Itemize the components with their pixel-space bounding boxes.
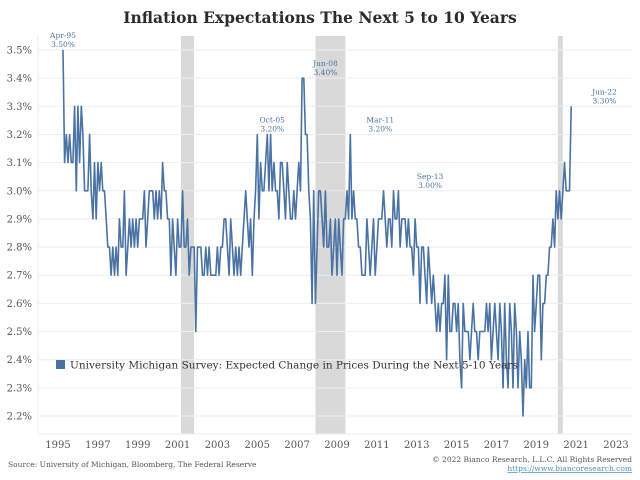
annotation-value: 3.40% bbox=[314, 68, 338, 77]
annotation-date: Jun-22 bbox=[591, 87, 617, 96]
x-tick-label: 2013 bbox=[404, 440, 429, 451]
annotation-value: 3.20% bbox=[260, 124, 284, 133]
x-tick-label: 2021 bbox=[563, 440, 588, 451]
legend-label: University Michigan Survey: Expected Cha… bbox=[70, 360, 518, 372]
x-tick-label: 2003 bbox=[205, 440, 230, 451]
y-tick-label: 2.2% bbox=[7, 412, 32, 423]
x-tick-label: 2001 bbox=[165, 440, 190, 451]
x-tick-label: 2015 bbox=[444, 440, 469, 451]
x-tick-label: 2009 bbox=[324, 440, 349, 451]
annotations: Apr-953.50%Oct-053.20%Jun-083.40%Mar-113… bbox=[49, 31, 617, 190]
annotation-value: 3.30% bbox=[593, 96, 617, 105]
y-tick-label: 3.0% bbox=[7, 186, 32, 197]
y-axis: 2.2% 2.3% 2.4% 2.5% 2.6% 2.7% 2.8% 2.9% 3.0% 3.1%… bbox=[7, 46, 32, 423]
annotation-date: Jun-08 bbox=[312, 59, 338, 68]
annotation-value: 3.00% bbox=[418, 181, 442, 190]
y-tick-label: 3.3% bbox=[7, 102, 32, 113]
website-link[interactable]: https://www.biancoresearch.com bbox=[507, 464, 632, 473]
series-lines bbox=[62, 49, 572, 417]
annotation-date: Oct-05 bbox=[260, 115, 286, 124]
source-note: Source: University of Michigan, Bloomber… bbox=[8, 460, 257, 469]
recession-band bbox=[557, 36, 563, 434]
x-tick-label: 1997 bbox=[85, 440, 110, 451]
series-line bbox=[62, 49, 572, 417]
x-tick-label: 2023 bbox=[603, 440, 628, 451]
y-tick-label: 2.6% bbox=[7, 299, 32, 310]
y-tick-label: 3.1% bbox=[7, 158, 32, 169]
y-tick-label: 2.9% bbox=[7, 214, 32, 225]
y-tick-label: 2.4% bbox=[7, 355, 32, 366]
x-axis: 1995 1997 1999 2001 2003 2005 2007 2009 2011 2013… bbox=[45, 440, 628, 451]
chart-title: Inflation Expectations The Next 5 to 10 … bbox=[123, 8, 517, 27]
annotation-value: 3.50% bbox=[51, 40, 75, 49]
x-tick-label: 2017 bbox=[484, 440, 509, 451]
x-tick-label: 2005 bbox=[245, 440, 270, 451]
y-tick-label: 2.5% bbox=[7, 327, 32, 338]
x-tick-label: 1995 bbox=[45, 440, 70, 451]
y-tick-label: 2.3% bbox=[7, 383, 32, 394]
annotation-date: Mar-11 bbox=[366, 115, 394, 124]
y-tick-label: 3.5% bbox=[7, 46, 32, 57]
y-tick-label: 3.4% bbox=[7, 74, 32, 85]
y-tick-label: 3.2% bbox=[7, 130, 32, 141]
annotation-value: 3.20% bbox=[368, 124, 392, 133]
x-tick-label: 1999 bbox=[125, 440, 150, 451]
legend: University Michigan Survey: Expected Cha… bbox=[56, 360, 518, 372]
x-tick-label: 2007 bbox=[284, 440, 309, 451]
legend-swatch bbox=[56, 360, 65, 369]
y-tick-label: 2.7% bbox=[7, 271, 32, 282]
copyright-note: © 2022 Bianco Research, L.L.C. All Right… bbox=[432, 455, 632, 464]
y-tick-label: 2.8% bbox=[7, 243, 32, 254]
annotation-date: Sep-13 bbox=[417, 172, 444, 181]
x-tick-label: 2011 bbox=[364, 440, 389, 451]
annotation-date: Apr-95 bbox=[49, 31, 76, 40]
x-tick-label: 2019 bbox=[524, 440, 549, 451]
